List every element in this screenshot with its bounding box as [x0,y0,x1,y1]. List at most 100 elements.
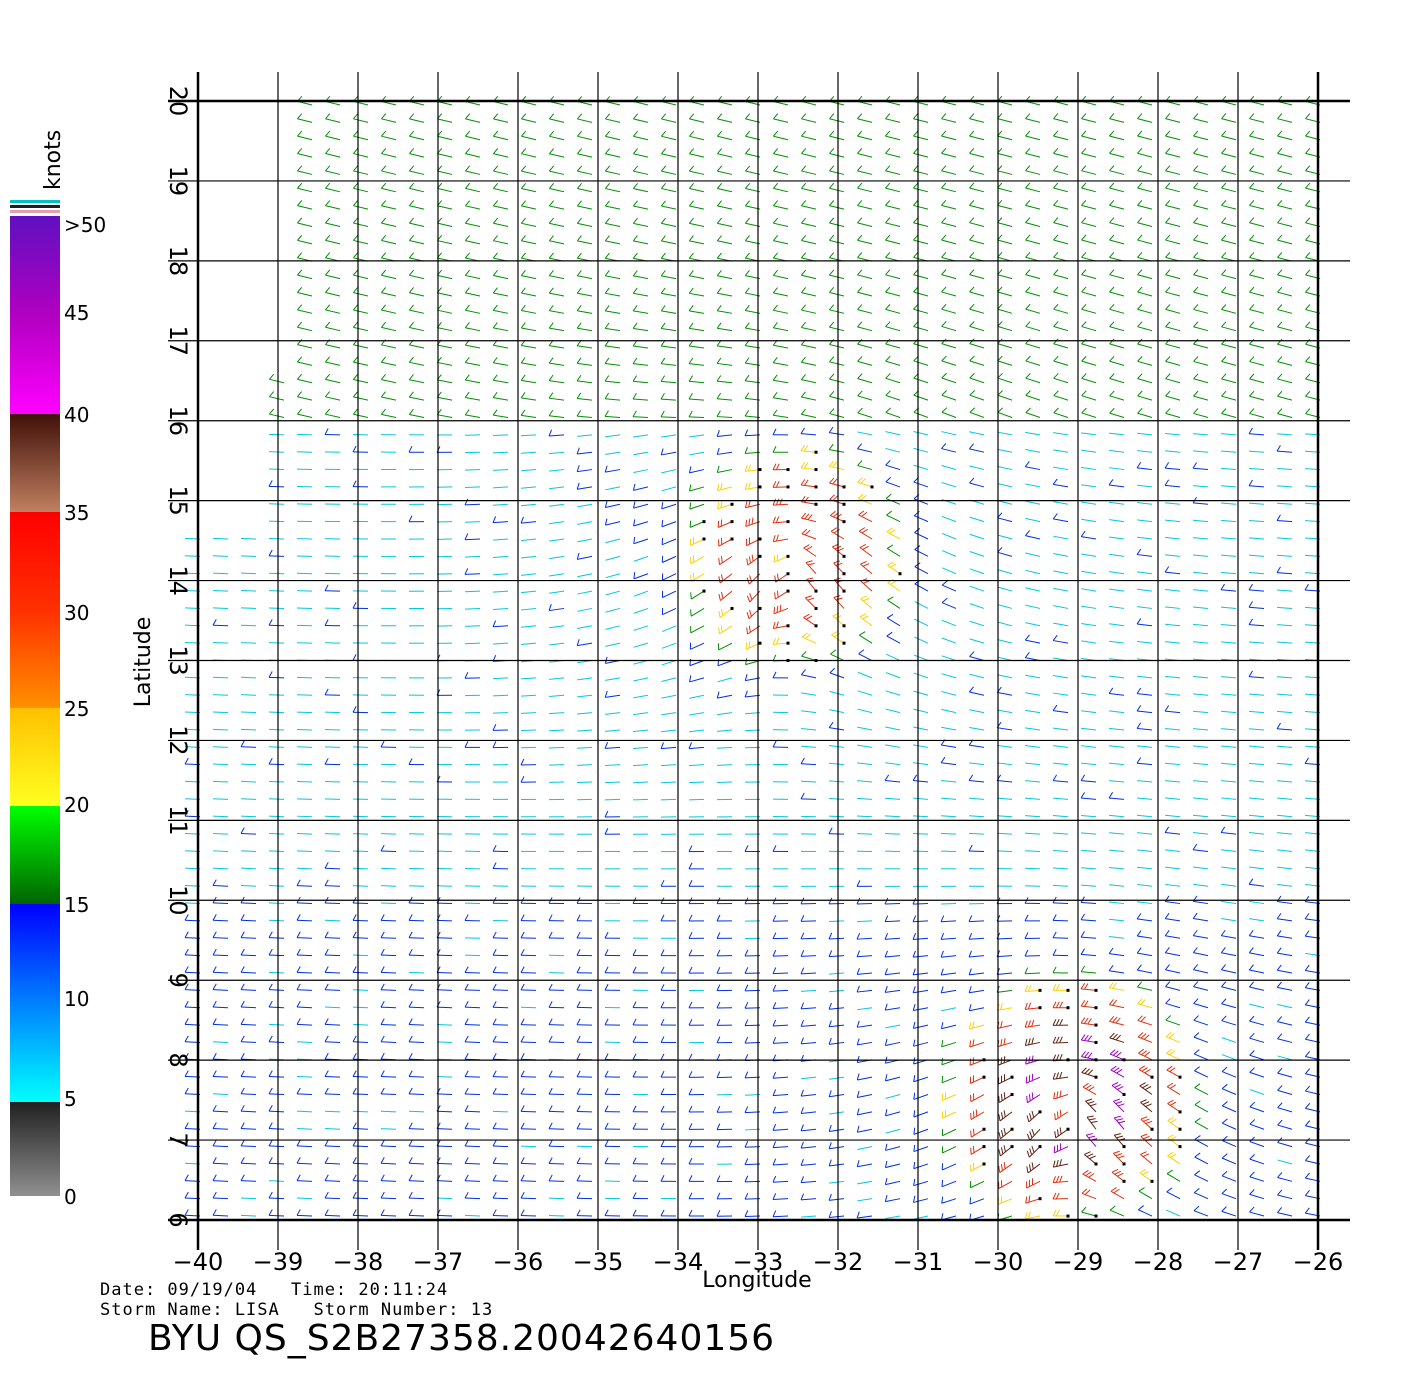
lon-tick-label: −26 [1293,1248,1344,1276]
wind-barb [856,833,873,835]
wind-barb [576,287,593,297]
wind-barb [913,355,929,366]
wind-barb [1053,130,1069,141]
wind-barb [997,762,1013,766]
wind-barb [913,1161,929,1170]
wind-barb [1137,901,1153,905]
wind-barb [857,356,873,366]
wind-barb [1025,604,1041,609]
wind-barb [772,1123,789,1131]
wind-barb [1165,1015,1181,1026]
wind-barb [1248,618,1265,627]
wind-barb [1221,866,1237,870]
wind-barb [1024,867,1041,870]
wind-barb [969,199,985,210]
wind-barb [353,182,369,193]
wind-barb [605,573,621,579]
wind-barb [941,269,957,280]
wind-barb [605,538,621,544]
wind-barb [632,287,649,297]
wind-barb [1109,449,1125,453]
wind-barb [464,568,481,575]
wind-barb [268,971,285,974]
wind-barb [828,920,845,922]
wind-barb [913,797,929,800]
wind-barb [884,897,901,905]
wind-barb [296,1174,313,1182]
wind-barb [1249,832,1265,835]
wind-barb [1165,675,1181,679]
wind-barb [828,1211,845,1219]
wind-barb [1053,321,1069,332]
wind-barb [969,651,985,662]
wind-barb [548,1157,565,1165]
wind-barb [660,305,677,314]
wind-barb [1053,432,1069,436]
wind-barb [887,561,902,576]
wind-barb [1164,826,1181,835]
wind-barb [660,357,677,366]
wind-barb [772,967,789,975]
wind-barb [1052,774,1069,783]
wind-barb [632,1018,649,1026]
wind-barb [1193,304,1209,314]
wind-barb [968,774,985,783]
wind-barb [408,1087,425,1096]
wind-barb [884,1003,901,1011]
wind-barb [885,797,901,800]
wind-barb [297,356,313,366]
wind-barb [1109,355,1125,366]
wind-barb [1080,896,1097,905]
wind-barb [1113,1098,1125,1113]
wind-barb [1053,390,1069,401]
wind-barb [632,392,649,401]
wind-barb [492,1018,509,1026]
wind-barb [913,1127,929,1135]
wind-barb [492,434,509,436]
wind-barb [829,390,845,401]
wind-barb [969,762,985,766]
wind-barb [690,555,705,565]
wind-barb [212,983,229,991]
wind-barb [1025,303,1041,314]
wind-barb [1024,914,1041,922]
wind-barb [1221,797,1237,800]
wind-barb [1109,588,1125,592]
wind-barb [212,1105,229,1113]
wind-barb [381,182,397,193]
wind-barb [492,287,509,297]
wind-barb [914,545,929,557]
wind-barb [1221,641,1237,644]
wind-barb [857,443,873,453]
wind-barb [408,445,425,453]
wind-barb [633,519,649,527]
wind-barb [1053,535,1069,540]
wind-barb [829,234,845,245]
wind-barb [240,537,257,540]
wind-barb [716,932,733,939]
wind-barb [941,130,957,141]
wind-barb [912,968,929,976]
wind-barb [1165,408,1181,418]
wind-barb [661,694,677,699]
wind-barb [998,1074,1014,1085]
wind-barb [801,1076,817,1080]
wind-barb [492,1139,509,1148]
wind-barb [829,762,845,766]
wind-barb [492,1087,509,1096]
wind-barb [1052,704,1069,714]
wind-barb [970,1093,985,1103]
wind-barb [1193,675,1209,679]
wind-barb [1277,1119,1293,1130]
wind-barb [604,165,621,175]
wind-barb [997,321,1013,332]
wind-barb [885,234,901,245]
wind-barb [1248,479,1265,488]
wind-barb [716,1071,733,1079]
wind-barb [661,590,677,598]
wind-barb [1276,514,1293,523]
wind-barb [912,1003,929,1012]
wind-barb [885,373,901,384]
wind-barb [296,931,313,939]
